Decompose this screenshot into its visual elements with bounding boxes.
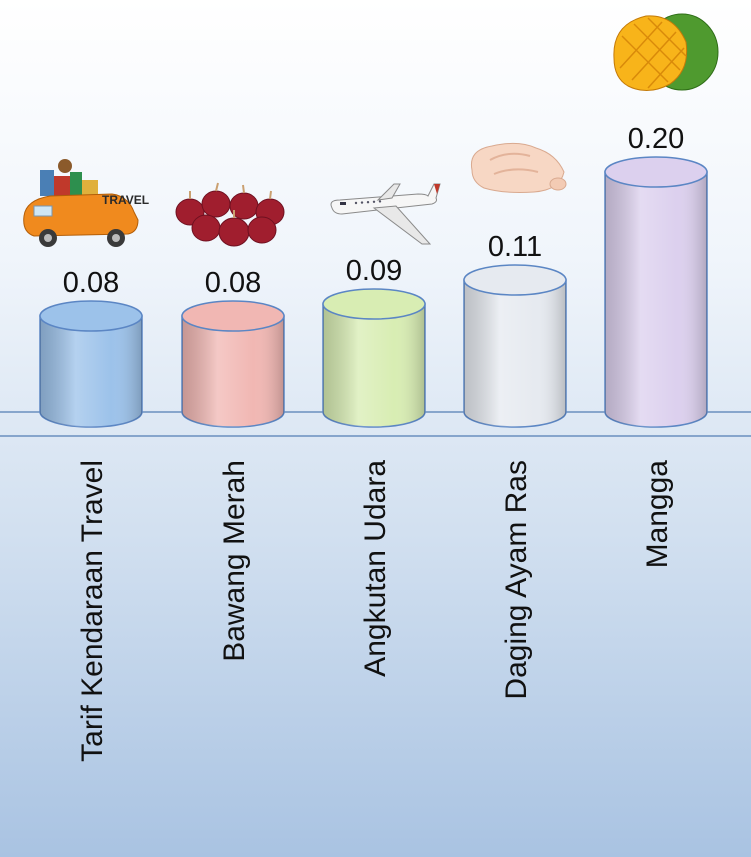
value-label: 0.08 — [63, 267, 119, 299]
raw-chicken-icon — [470, 142, 567, 193]
bar — [322, 288, 426, 428]
bar-shade — [182, 316, 284, 427]
category-label: Bawang Merah — [218, 460, 251, 662]
category-label: Daging Ayam Ras — [500, 460, 533, 700]
bar-shade — [323, 304, 425, 427]
bar — [39, 300, 143, 428]
category-label: Angkutan Udara — [359, 460, 392, 677]
value-label: 0.20 — [628, 123, 684, 155]
bar-shade — [464, 280, 566, 427]
bar — [604, 156, 708, 428]
airplane-icon — [330, 183, 441, 245]
bar-top — [463, 264, 567, 296]
bar-top — [322, 288, 426, 320]
value-label: 0.08 — [205, 267, 261, 299]
red-onion-icon — [175, 182, 285, 247]
bar-shade — [605, 172, 707, 427]
bar-top — [604, 156, 708, 188]
labels-group: 0.08 Tarif Kendaraan Travel 0.08 Bawang Mer… — [63, 123, 684, 762]
bars-group — [39, 156, 708, 428]
value-label: 0.11 — [488, 231, 542, 263]
mango-icon — [613, 13, 719, 91]
bar-top — [181, 300, 285, 332]
travel-car-icon: TRAVEL — [23, 159, 149, 247]
svg-text:TRAVEL: TRAVEL — [102, 193, 149, 207]
bar-top — [39, 300, 143, 332]
bar-shade — [40, 316, 142, 427]
category-label: Mangga — [641, 460, 674, 569]
bar — [463, 264, 567, 428]
category-label: Tarif Kendaraan Travel — [76, 460, 109, 762]
value-label: 0.09 — [346, 255, 402, 287]
bar — [181, 300, 285, 428]
